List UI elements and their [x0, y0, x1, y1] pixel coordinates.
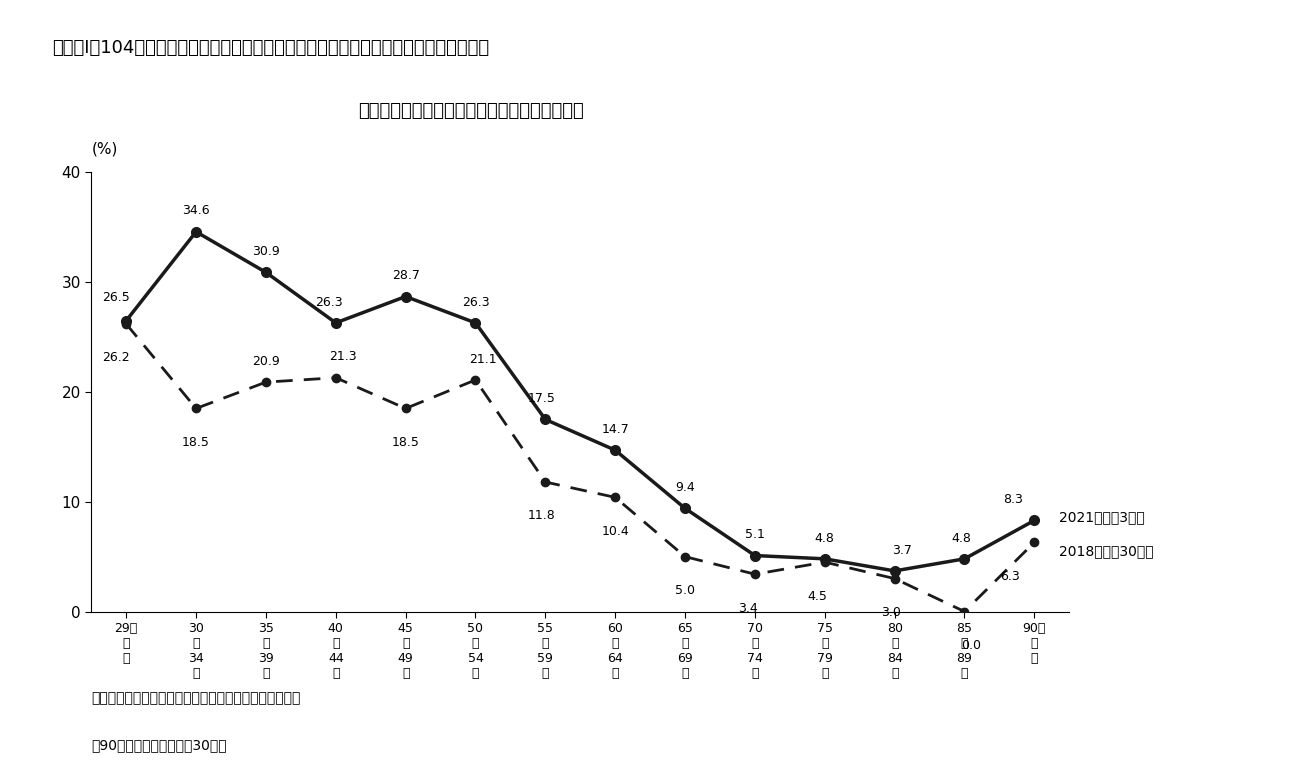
Text: 18.5: 18.5 — [183, 436, 210, 449]
Text: 8.3: 8.3 — [1004, 493, 1024, 506]
Text: 4.8: 4.8 — [815, 532, 835, 545]
Text: 26.2: 26.2 — [102, 351, 129, 365]
Text: 5.0: 5.0 — [675, 584, 695, 597]
Text: 11.8: 11.8 — [528, 510, 556, 522]
Text: 26.3: 26.3 — [316, 296, 343, 309]
Text: 3.4: 3.4 — [738, 601, 758, 615]
Text: 0.0: 0.0 — [961, 639, 982, 652]
Text: 10.4: 10.4 — [601, 524, 629, 538]
Text: 入率（世帯主年齢別）（民保加入世帯ベース）: 入率（世帯主年齢別）（民保加入世帯ベース） — [359, 102, 584, 120]
Text: 2021（令和3）年: 2021（令和3）年 — [1059, 510, 1145, 524]
Text: 26.3: 26.3 — [462, 296, 489, 309]
Text: 21.3: 21.3 — [329, 350, 356, 364]
Text: 2018（平成30）年: 2018（平成30）年 — [1059, 544, 1154, 558]
Text: 17.5: 17.5 — [528, 392, 556, 405]
Text: 9.4: 9.4 — [675, 481, 695, 494]
Text: 21.1: 21.1 — [468, 353, 497, 365]
Text: 26.5: 26.5 — [102, 291, 129, 304]
Text: 4.5: 4.5 — [808, 590, 828, 603]
Text: ＊90歳以上はサンプルが30未満: ＊90歳以上はサンプルが30未満 — [91, 739, 227, 753]
Text: 14.7: 14.7 — [601, 423, 629, 436]
Text: 4.8: 4.8 — [951, 532, 971, 545]
Text: 6.3: 6.3 — [1000, 570, 1020, 583]
Text: (%): (%) — [91, 141, 117, 156]
Text: 28.7: 28.7 — [391, 269, 420, 282]
Text: 20.9: 20.9 — [252, 355, 280, 368]
Text: 30.9: 30.9 — [252, 245, 280, 258]
Text: 18.5: 18.5 — [391, 436, 420, 449]
Text: 34.6: 34.6 — [183, 205, 210, 217]
Text: 5.1: 5.1 — [745, 528, 765, 541]
Text: 《図表Ⅰ－104》　生活障害・就業不能保障保険、生活障害・就業不能保障特約の世帯加: 《図表Ⅰ－104》 生活障害・就業不能保障保険、生活障害・就業不能保障特約の世帯… — [52, 39, 489, 57]
Text: ＊民保（かんぽ生命を除く）に加入している世帯が対象: ＊民保（かんぽ生命を除く）に加入している世帯が対象 — [91, 691, 301, 706]
Text: 3.7: 3.7 — [892, 543, 911, 557]
Text: 3.0: 3.0 — [882, 606, 901, 619]
